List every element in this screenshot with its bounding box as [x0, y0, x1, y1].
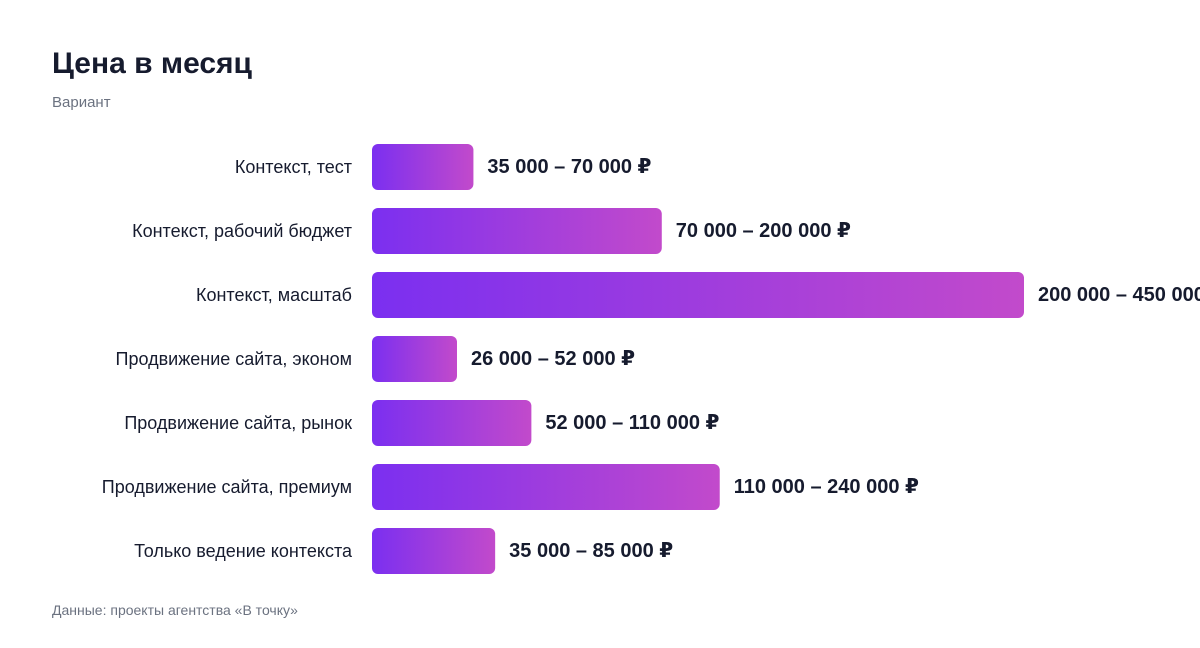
category-label: Контекст, рабочий бюджет	[132, 221, 352, 241]
category-label: Продвижение сайта, рынок	[124, 413, 352, 433]
bar	[372, 144, 474, 190]
chart-subtitle: Вариант	[52, 94, 111, 111]
value-label: 70 000 – 200 000 ₽	[676, 220, 851, 242]
value-label: 52 000 – 110 000 ₽	[545, 412, 719, 434]
bar	[372, 272, 1024, 318]
value-label: 110 000 – 240 000 ₽	[734, 476, 919, 498]
category-label: Только ведение контекста	[134, 541, 353, 561]
category-label: Контекст, масштаб	[196, 285, 352, 305]
bars-group: Контекст, тест 35 000 – 70 000 ₽ Контекст,…	[102, 144, 1200, 574]
category-label: Продвижение сайта, эконом	[116, 349, 352, 369]
category-label: Продвижение сайта, премиум	[102, 477, 352, 497]
category-label: Контекст, тест	[235, 157, 352, 177]
value-label: 35 000 – 85 000 ₽	[509, 540, 673, 562]
bar	[372, 528, 496, 574]
value-label: 200 000 – 450 000 ₽	[1038, 284, 1200, 306]
bar	[372, 208, 662, 254]
bar	[372, 464, 720, 510]
chart-title: Цена в месяц	[52, 47, 252, 80]
bar	[372, 400, 532, 446]
value-label: 35 000 – 70 000 ₽	[487, 156, 651, 178]
value-label: 26 000 – 52 000 ₽	[471, 348, 635, 370]
source-note: Данные: проекты агентства «В точку»	[52, 602, 298, 618]
bar	[372, 336, 457, 382]
